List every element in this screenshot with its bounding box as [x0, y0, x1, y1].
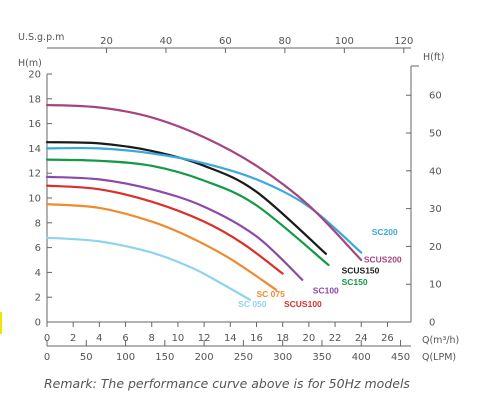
q-lpm-tick-label: 200	[195, 352, 214, 363]
h-m-tick-label: 18	[28, 94, 41, 105]
h-m-tick-label: 8	[35, 218, 41, 229]
curve-sc150	[45, 158, 330, 267]
label-scus200: SCUS200	[364, 254, 402, 264]
curve-sc075	[45, 203, 278, 291]
h-m-tick-label: 20	[28, 70, 41, 81]
q-lpm-tick-label: 250	[234, 352, 253, 363]
h-ft-tick-label: 20	[429, 242, 442, 253]
q-lpm-tick-label: 150	[155, 352, 174, 363]
edge-marker	[0, 312, 2, 334]
h-ft-tick-label: 60	[429, 91, 442, 102]
q-gpm-axis-label: U.S.g.p.m	[18, 32, 64, 43]
remark-text: Remark: The performance curve above is f…	[44, 376, 410, 391]
q-lpm-tick-label: 450	[391, 352, 410, 363]
q-lpm-tick-label: 50	[80, 352, 93, 363]
q-m3h-tick-label: 4	[96, 333, 102, 344]
h-m-axis-label: H(m)	[18, 58, 42, 69]
label-sc075: SC 075	[256, 289, 285, 299]
q-gpm-tick-label: 100	[335, 36, 354, 47]
q-m3h-tick-label: 0	[44, 333, 50, 344]
label-sc100: SC100	[313, 285, 339, 295]
h-m-tick-label: 6	[35, 243, 41, 254]
label-sc050: SC 050	[238, 299, 267, 309]
q-gpm-tick-label: 60	[219, 36, 232, 47]
h-m-tick-label: 4	[35, 268, 41, 279]
h-m-tick-label: 16	[28, 119, 41, 130]
h-m-tick-label: 2	[35, 293, 41, 304]
h-m-tick-label: 12	[28, 169, 41, 180]
q-m3h-axis-label: Q(m³/h)	[422, 335, 459, 346]
h-m-tick-label: 10	[28, 194, 41, 205]
q-m3h-tick-label: 2	[70, 333, 76, 344]
label-sc150: SC150	[342, 277, 368, 287]
q-lpm-axis-label: Q(LPM)	[422, 352, 456, 363]
q-lpm-tick-label: 300	[273, 352, 292, 363]
q-m3h-tick-label: 10	[172, 333, 185, 344]
h-ft-axis-label: H(ft)	[423, 52, 444, 63]
q-m3h-tick-label: 8	[149, 333, 155, 344]
curves-group	[45, 103, 363, 301]
q-lpm-tick-label: 400	[352, 352, 371, 363]
label-scus100: SCUS100	[284, 299, 322, 309]
label-sc200: SC200	[372, 227, 398, 237]
q-m3h-tick-label: 26	[381, 333, 394, 344]
q-m3h-tick-label: 24	[355, 333, 368, 344]
h-ft-tick-label: 50	[429, 129, 442, 140]
q-m3h-tick-label: 18	[276, 333, 289, 344]
q-lpm-tick-label: 100	[116, 352, 135, 363]
q-m3h-tick-label: 22	[329, 333, 342, 344]
q-gpm-tick-label: 80	[279, 36, 292, 47]
h-m-tick-label: 0	[35, 318, 41, 329]
curve-scus100	[45, 184, 284, 275]
q-gpm-tick-label: 120	[394, 36, 413, 47]
axes-group: 02468101214161820H(m)0102030405060H(ft)0…	[18, 32, 459, 363]
label-scus150: SCUS150	[342, 266, 380, 276]
q-lpm-tick-label: 350	[312, 352, 331, 363]
q-m3h-tick-label: 20	[303, 333, 316, 344]
curve-scus200	[45, 103, 363, 262]
h-ft-tick-label: 40	[429, 166, 442, 177]
h-ft-tick-label: 10	[429, 280, 442, 291]
curve-sc100	[45, 175, 304, 281]
h-ft-tick-label: 0	[429, 318, 435, 329]
curve-sc050	[45, 236, 251, 301]
q-gpm-tick-label: 20	[100, 36, 113, 47]
q-m3h-tick-label: 14	[224, 333, 237, 344]
curve-sc200	[45, 146, 363, 254]
h-ft-tick-label: 30	[429, 204, 442, 215]
q-m3h-tick-label: 16	[250, 333, 263, 344]
q-m3h-tick-label: 6	[122, 333, 128, 344]
q-m3h-tick-label: 12	[198, 333, 211, 344]
q-lpm-tick-label: 0	[44, 352, 50, 363]
q-gpm-tick-label: 40	[160, 36, 173, 47]
h-m-tick-label: 14	[28, 144, 41, 155]
